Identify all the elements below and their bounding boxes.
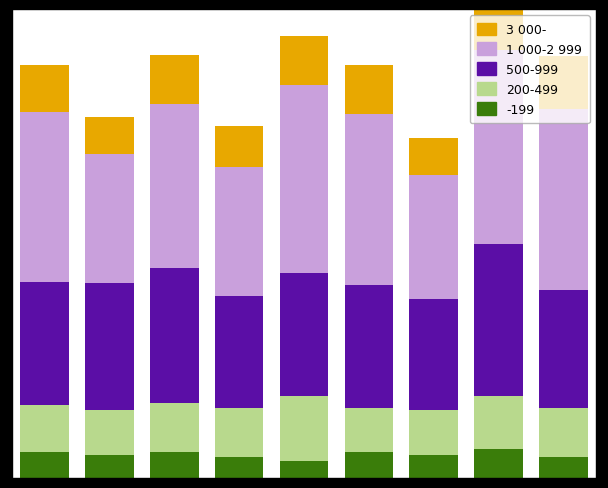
Bar (345, 115, 393, 285)
Bar (20, 452, 69, 478)
Bar (474, 396, 523, 449)
Bar (474, 0, 523, 51)
Bar (215, 168, 263, 297)
Bar (85, 455, 134, 478)
Bar (345, 66, 393, 115)
Bar (409, 410, 458, 455)
Bar (85, 155, 134, 284)
Bar (215, 297, 263, 408)
Bar (85, 284, 134, 410)
Bar (215, 408, 263, 457)
Bar (409, 139, 458, 176)
Bar (474, 51, 523, 244)
Bar (280, 86, 328, 273)
Bar (85, 118, 134, 155)
Bar (474, 449, 523, 478)
Bar (280, 396, 328, 461)
Bar (345, 408, 393, 452)
Bar (280, 461, 328, 478)
Bar (20, 283, 69, 406)
Bar (150, 452, 199, 478)
Bar (280, 273, 328, 396)
Bar (150, 56, 199, 104)
Bar (150, 268, 199, 403)
Bar (150, 104, 199, 268)
Bar (20, 406, 69, 452)
Bar (539, 109, 588, 291)
Bar (150, 403, 199, 452)
Bar (539, 457, 588, 478)
Bar (539, 57, 588, 109)
Bar (20, 113, 69, 283)
Bar (85, 410, 134, 455)
Bar (215, 457, 263, 478)
Bar (409, 176, 458, 299)
Legend: 3 000-, 1 000-2 999, 500-999, 200-499, -199: 3 000-, 1 000-2 999, 500-999, 200-499, -… (470, 16, 590, 124)
Bar (409, 299, 458, 410)
Bar (474, 244, 523, 396)
Bar (215, 127, 263, 168)
Bar (539, 408, 588, 457)
Bar (539, 291, 588, 408)
Bar (20, 66, 69, 113)
Bar (345, 452, 393, 478)
Bar (345, 285, 393, 408)
Bar (409, 455, 458, 478)
Bar (280, 37, 328, 86)
